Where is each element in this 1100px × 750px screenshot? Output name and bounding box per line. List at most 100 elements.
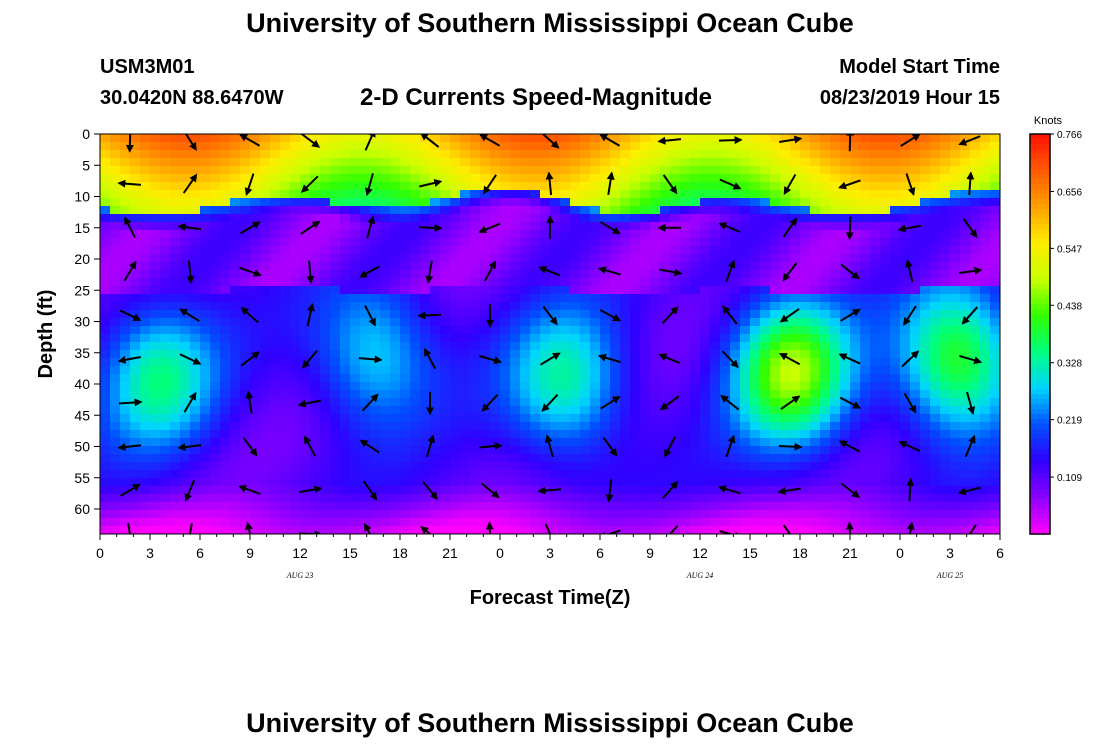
heatmap-cell [900, 294, 911, 303]
heatmap-cell [400, 334, 411, 343]
heatmap-cell [340, 390, 351, 399]
heatmap-cell [450, 230, 461, 239]
heatmap-cell [890, 510, 901, 519]
heatmap-cell [400, 526, 411, 534]
x-tick-label: 21 [442, 545, 458, 561]
heatmap-cell [730, 454, 741, 463]
heatmap-cell [980, 374, 991, 383]
heatmap-cell [960, 190, 971, 199]
heatmap-cell [310, 206, 321, 215]
heatmap-cell [770, 398, 781, 407]
heatmap-cell [400, 166, 411, 175]
heatmap-cell [870, 278, 881, 287]
heatmap-cell [800, 214, 811, 223]
heatmap-cell [190, 462, 201, 471]
heatmap-cell [790, 342, 801, 351]
heatmap-cell [980, 430, 991, 439]
heatmap-cell [110, 174, 121, 183]
heatmap-cell [850, 214, 861, 223]
heatmap-cell [100, 134, 111, 143]
heatmap-cell [630, 374, 641, 383]
heatmap-cell [450, 446, 461, 455]
heatmap-cell [700, 270, 711, 279]
heatmap-cell [540, 230, 551, 239]
heatmap-cell [410, 206, 421, 215]
heatmap-cell [140, 238, 151, 247]
heatmap-cell [120, 206, 131, 215]
heatmap-cell [960, 366, 971, 375]
heatmap-cell [260, 518, 271, 527]
heatmap-cell [460, 230, 471, 239]
heatmap-cell [560, 342, 571, 351]
heatmap-cell [940, 286, 951, 295]
heatmap-cell [450, 454, 461, 463]
heatmap-cell [670, 278, 681, 287]
heatmap-cell [450, 262, 461, 271]
heatmap-cell [750, 518, 761, 527]
heatmap-cell [170, 350, 181, 359]
heatmap-cell [900, 494, 911, 503]
heatmap-cell [350, 190, 361, 199]
heatmap-cell [450, 486, 461, 495]
heatmap-cell [570, 190, 581, 199]
heatmap-cell [880, 166, 891, 175]
heatmap-cell [580, 238, 591, 247]
heatmap-cell [570, 462, 581, 471]
heatmap-cell [220, 150, 231, 159]
heatmap-cell [110, 238, 121, 247]
heatmap-cell [330, 318, 341, 327]
heatmap-cell [450, 398, 461, 407]
heatmap-cell [350, 158, 361, 167]
heatmap-cell [100, 246, 111, 255]
current-arrow [658, 353, 681, 365]
heatmap-cell [540, 238, 551, 247]
heatmap-cell [890, 278, 901, 287]
heatmap-cell [980, 422, 991, 431]
heatmap-cell [320, 414, 331, 423]
heatmap-cell [940, 358, 951, 367]
heatmap-cell [940, 414, 951, 423]
heatmap-cell [470, 174, 481, 183]
heatmap-cell [680, 254, 691, 263]
heatmap-cell [870, 454, 881, 463]
heatmap-cell [450, 206, 461, 215]
heatmap-cell [680, 526, 691, 534]
heatmap-cell [210, 422, 221, 431]
heatmap-cell [750, 414, 761, 423]
heatmap-cell [310, 390, 321, 399]
heatmap-cell [630, 214, 641, 223]
heatmap-cell [910, 430, 921, 439]
heatmap-cell [180, 358, 191, 367]
heatmap-cell [790, 470, 801, 479]
heatmap-cell [680, 214, 691, 223]
heatmap-cell [770, 310, 781, 319]
heatmap-cell [880, 254, 891, 263]
heatmap-cell [770, 254, 781, 263]
heatmap-cell [660, 318, 671, 327]
heatmap-cell [500, 214, 511, 223]
current-arrow [840, 308, 861, 322]
heatmap-cell [810, 134, 821, 143]
heatmap-cell [940, 462, 951, 471]
heatmap-cell [990, 206, 1000, 215]
heatmap-cell [750, 526, 761, 534]
heatmap-cell [950, 286, 961, 295]
heatmap-cell [260, 214, 271, 223]
heatmap-cell [610, 246, 621, 255]
heatmap-cell [310, 374, 321, 383]
heatmap-cell [310, 382, 321, 391]
heatmap-cell [460, 310, 471, 319]
heatmap-cell [430, 262, 441, 271]
heatmap-cell [840, 230, 851, 239]
heatmap-cell [700, 326, 711, 335]
heatmap-cell [810, 414, 821, 423]
heatmap-cell [780, 494, 791, 503]
heatmap-cell [240, 326, 251, 335]
heatmap-cell [370, 486, 381, 495]
heatmap-cell [800, 246, 811, 255]
heatmap-cell [800, 134, 811, 143]
heatmap-cell [540, 454, 551, 463]
heatmap-cell [830, 398, 841, 407]
heatmap-cell [430, 462, 441, 471]
heatmap-cell [650, 318, 661, 327]
